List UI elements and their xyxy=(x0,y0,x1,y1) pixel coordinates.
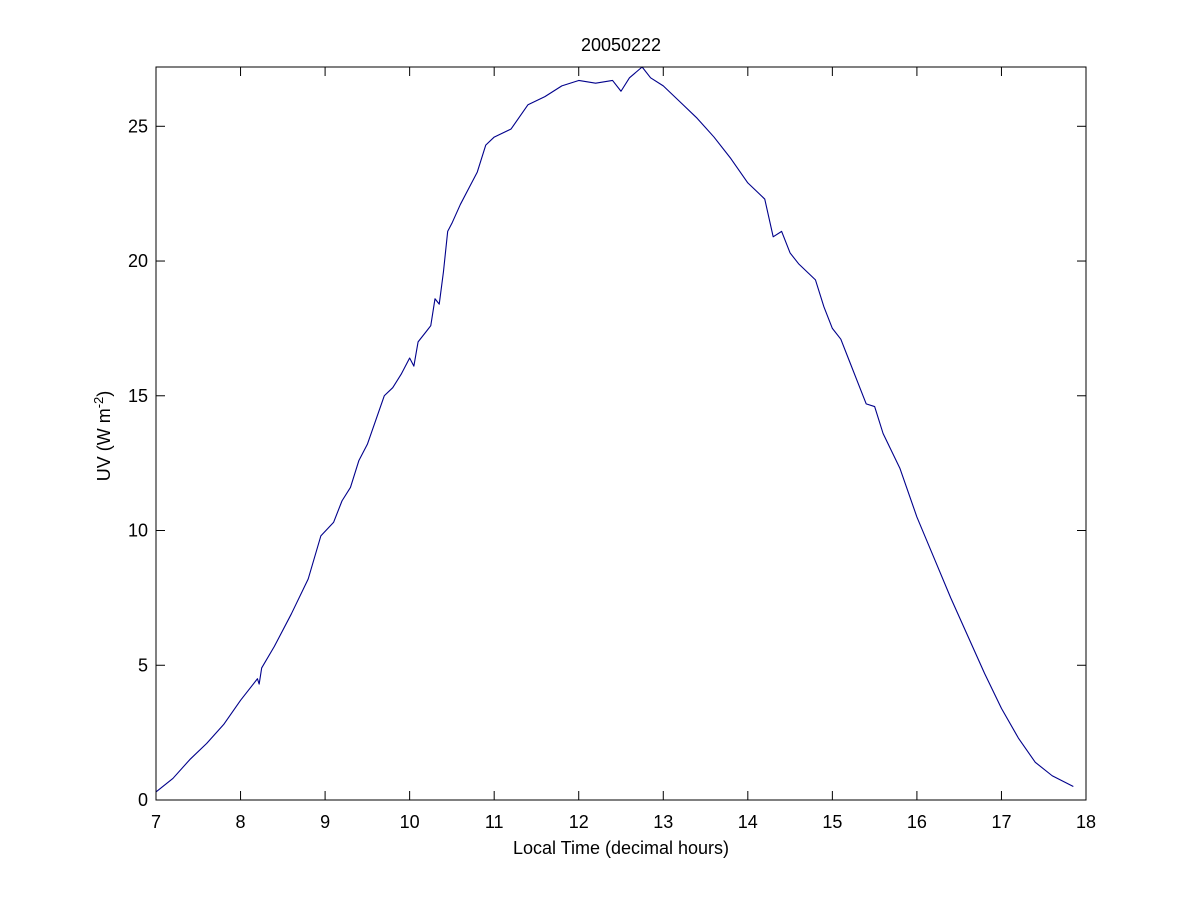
x-tick-label: 8 xyxy=(236,812,246,832)
x-tick-label: 7 xyxy=(151,812,161,832)
y-tick-label: 20 xyxy=(128,251,148,271)
x-tick-label: 15 xyxy=(822,812,842,832)
y-tick-label: 5 xyxy=(138,655,148,675)
x-tick-labels: 7 8 9 10 11 12 13 14 15 16 17 18 xyxy=(151,812,1096,832)
y-tick-label: 10 xyxy=(128,521,148,541)
uv-series-line xyxy=(155,66,1074,793)
plot-area xyxy=(156,67,1086,800)
y-axis-label-suffix: ) xyxy=(94,391,114,397)
x-tick-label: 16 xyxy=(907,812,927,832)
chart-title: 20050222 xyxy=(581,35,661,55)
plot-frame xyxy=(155,66,1087,801)
x-axis-label: Local Time (decimal hours) xyxy=(513,838,729,858)
x-tick-label: 10 xyxy=(400,812,420,832)
x-tick-label: 12 xyxy=(569,812,589,832)
x-tick-label: 14 xyxy=(738,812,758,832)
y-axis-label-superscript: -2 xyxy=(91,397,106,409)
y-tick-label: 0 xyxy=(138,790,148,810)
tick-marks xyxy=(155,67,1087,801)
y-axis-label-main: UV (W m xyxy=(94,408,114,481)
y-axis-label: UV (W m-2) xyxy=(91,391,114,482)
x-tick-label: 11 xyxy=(485,812,504,832)
x-tick-label: 9 xyxy=(320,812,330,832)
x-tick-label: 17 xyxy=(991,812,1011,832)
x-tick-label: 13 xyxy=(653,812,673,832)
y-tick-label: 25 xyxy=(128,116,148,136)
y-tick-label: 15 xyxy=(128,386,148,406)
y-tick-labels: 0 5 10 15 20 25 xyxy=(128,116,148,810)
x-tick-label: 18 xyxy=(1076,812,1096,832)
